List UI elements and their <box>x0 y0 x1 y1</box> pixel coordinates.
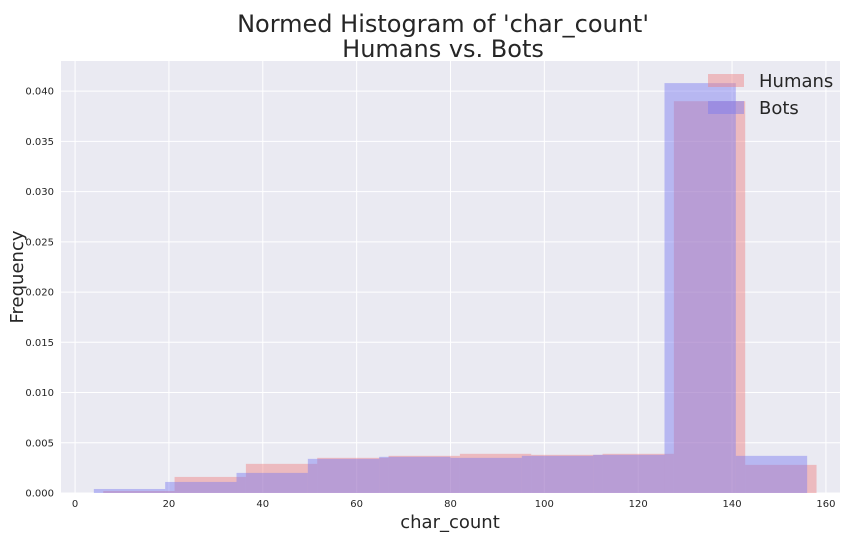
y-tick-label: 0.010 <box>25 388 54 399</box>
humans-bar <box>745 464 817 493</box>
bots-bar <box>379 456 451 493</box>
series-bots-bars <box>93 83 808 493</box>
y-tick-label: 0.025 <box>25 237 54 248</box>
bots-bar <box>593 454 665 493</box>
humans-bar <box>531 454 603 493</box>
x-axis-label: char_count <box>400 512 500 533</box>
legend-label-bots: Bots <box>759 98 799 119</box>
x-tick-label: 60 <box>350 499 363 510</box>
humans-bar <box>245 463 318 493</box>
series-humans-bars <box>103 101 817 494</box>
humans-bar <box>174 476 246 493</box>
x-tick-label: 0 <box>72 499 78 510</box>
y-tick-label: 0.040 <box>25 87 54 98</box>
humans-bar <box>317 457 389 493</box>
y-tick-label: 0.015 <box>25 338 54 349</box>
humans-bar <box>103 490 175 493</box>
legend: Humans Bots <box>708 71 833 119</box>
y-tick-label: 0.035 <box>25 137 54 148</box>
bots-bar <box>521 455 594 493</box>
x-tick-label: 100 <box>535 499 554 510</box>
legend-label-humans: Humans <box>759 71 833 92</box>
chart-title: Normed Histogram of 'char_count' Humans … <box>237 10 649 63</box>
y-tick-label: 0.005 <box>25 438 54 449</box>
x-tick-label: 20 <box>163 499 176 510</box>
x-tick-label: 160 <box>816 499 835 510</box>
bots-bar <box>165 481 237 493</box>
y-axis-label: Frequency <box>7 230 28 323</box>
y-tick-label: 0.030 <box>25 187 54 198</box>
bots-bar <box>307 458 380 493</box>
y-tick-label: 0.020 <box>25 288 54 299</box>
bots-bar <box>735 455 808 493</box>
x-tick-label: 80 <box>444 499 457 510</box>
x-tick-label: 140 <box>723 499 742 510</box>
humans-bar <box>602 453 674 493</box>
chart-title-line-1: Normed Histogram of 'char_count' <box>237 10 649 38</box>
chart-title-line-2: Humans vs. Bots <box>342 35 544 63</box>
bots-bar <box>93 488 166 493</box>
x-tick-label: 120 <box>629 499 648 510</box>
histogram-bars <box>93 83 817 494</box>
y-tick-labels: 0.000 0.005 0.010 0.015 0.020 0.025 0.030 0.035… <box>25 87 54 500</box>
humans-bar <box>388 455 460 493</box>
bots-bar <box>664 83 736 493</box>
legend-swatch-bots <box>708 101 744 114</box>
bots-bar <box>236 472 308 493</box>
legend-swatch-humans <box>708 74 744 87</box>
bots-bar <box>450 457 522 493</box>
gridlines <box>61 61 840 494</box>
y-tick-label: 0.000 <box>25 489 54 500</box>
x-tick-label: 40 <box>256 499 269 510</box>
humans-bar <box>459 453 532 493</box>
humans-bar <box>673 101 746 494</box>
x-tick-labels: 0 20 40 60 80 100 120 140 160 <box>72 499 836 510</box>
